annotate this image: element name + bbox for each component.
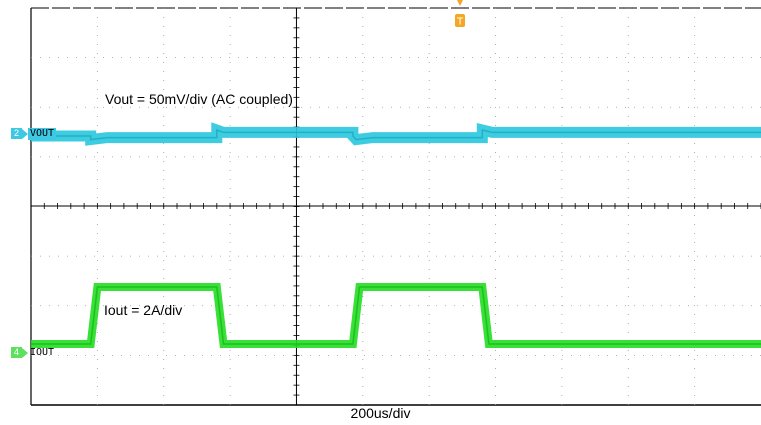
channel-2-arrow-icon	[22, 128, 28, 139]
trigger-label: T	[456, 17, 464, 28]
traces	[31, 122, 761, 348]
channel-2-marker[interactable]: 2 VOUT	[11, 127, 57, 140]
timebase-label: 200us/div	[350, 405, 411, 421]
channel-2-label: VOUT	[28, 127, 57, 140]
graticule	[30, 7, 761, 406]
trigger-marker-icon[interactable]: T	[454, 0, 466, 30]
iout-scale-annotation: Iout = 2A/div	[104, 302, 183, 318]
channel-4-marker[interactable]: 4 IOUT	[11, 346, 56, 359]
channel-2-number: 2	[11, 128, 22, 139]
channel-4-arrow-icon	[22, 347, 28, 358]
iout-trace	[31, 286, 761, 345]
vout-scale-annotation: Vout = 50mV/div (AC coupled)	[105, 91, 293, 107]
channel-4-label: IOUT	[30, 346, 55, 358]
vout-trace	[31, 128, 761, 141]
channel-4-number: 4	[11, 347, 22, 358]
